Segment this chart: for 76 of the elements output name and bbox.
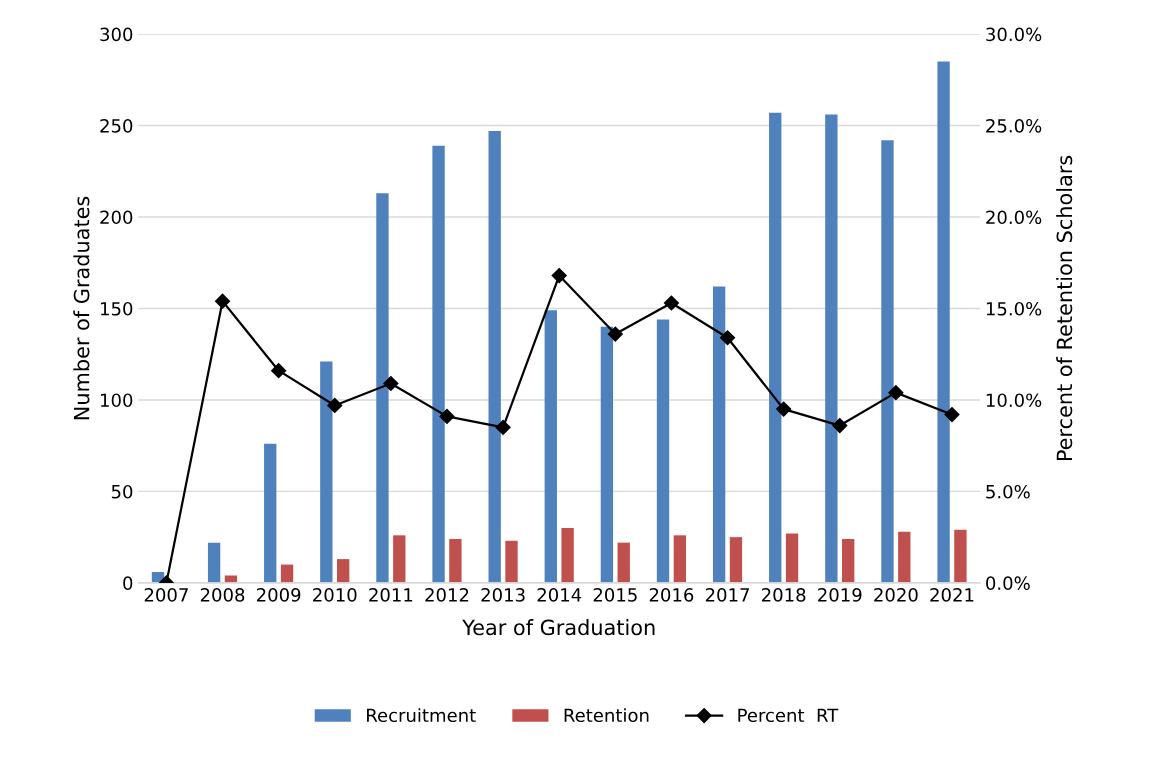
x-tick-label: 2016 [649, 588, 694, 602]
bar [207, 542, 221, 583]
bar [729, 537, 743, 583]
point [439, 408, 455, 424]
point [944, 407, 960, 423]
y2-tick-label: 15.0% [986, 301, 1042, 316]
bar [264, 443, 277, 583]
bar [769, 112, 782, 583]
x-tick-label: 2014 [537, 588, 582, 602]
bar [544, 310, 557, 583]
x-tick-label: 2010 [313, 588, 357, 602]
y-tick-label: 300 [100, 27, 133, 42]
point [719, 330, 736, 346]
bar [449, 538, 462, 583]
bar [337, 559, 350, 583]
y2-tick-label: 5.0% [986, 484, 1030, 499]
x-tick-label: 2008 [200, 588, 245, 602]
bar [954, 529, 967, 583]
bar [488, 131, 501, 583]
bar [842, 538, 855, 583]
bar [898, 531, 911, 583]
y2-tick-label: 30.0% [986, 27, 1042, 42]
x-tick-label: 2011 [369, 588, 413, 602]
y-tick-label: 250 [100, 118, 133, 133]
y2-axis-title: Percent of Retention Scholars [1056, 155, 1073, 461]
x-tick-label: 2013 [481, 588, 525, 602]
bar [825, 114, 838, 583]
x-tick-label: 2019 [818, 588, 862, 602]
point [495, 419, 511, 435]
point [888, 385, 904, 401]
point [607, 326, 623, 342]
y-tick-label: 50 [111, 484, 133, 499]
y-tick-label: 100 [101, 393, 133, 408]
y2-tick-label: 25.0% [986, 118, 1042, 133]
bar [393, 535, 406, 583]
bar [600, 326, 614, 583]
y2-tick-label: 20.0% [986, 210, 1042, 225]
point [551, 267, 567, 284]
point [663, 295, 680, 311]
bar [656, 319, 670, 583]
y-axis-title: Number of Graduates [73, 196, 90, 420]
x-tick-label: 2007 [144, 588, 188, 602]
point [271, 363, 287, 379]
y-tick-label: 200 [100, 210, 133, 225]
bar [881, 140, 894, 583]
x-tick-label: 2015 [593, 588, 637, 602]
bar [280, 564, 294, 583]
x-tick-label: 2020 [874, 588, 918, 602]
y-tick-label: 0 [123, 576, 133, 591]
bar [673, 535, 687, 583]
bar [712, 286, 726, 583]
bar [505, 540, 518, 583]
x-tick-label: 2017 [705, 588, 749, 602]
x-tick-label: 2009 [256, 588, 301, 602]
x-tick-label: 2018 [762, 588, 806, 602]
legend-label: Recruitment [367, 708, 476, 723]
point [832, 417, 848, 434]
bar [432, 145, 445, 583]
bar [376, 193, 389, 583]
point [214, 293, 231, 309]
bar [617, 542, 630, 583]
x-tick-label: 2021 [930, 588, 974, 602]
x-tick-label: 2012 [425, 588, 469, 602]
x-axis-title: Year of Graduation [462, 619, 655, 636]
legend-label: Percent RT [738, 708, 839, 723]
legend-label: Retention [564, 708, 649, 723]
point [776, 401, 792, 417]
bar [561, 528, 574, 583]
point [327, 397, 343, 414]
y2-tick-label: 0.0% [986, 576, 1030, 591]
y2-tick-label: 10.0% [986, 393, 1042, 408]
bar [937, 61, 950, 583]
bar [785, 533, 799, 583]
bar [320, 361, 333, 583]
y-tick-label: 150 [101, 301, 133, 316]
point [383, 375, 399, 392]
